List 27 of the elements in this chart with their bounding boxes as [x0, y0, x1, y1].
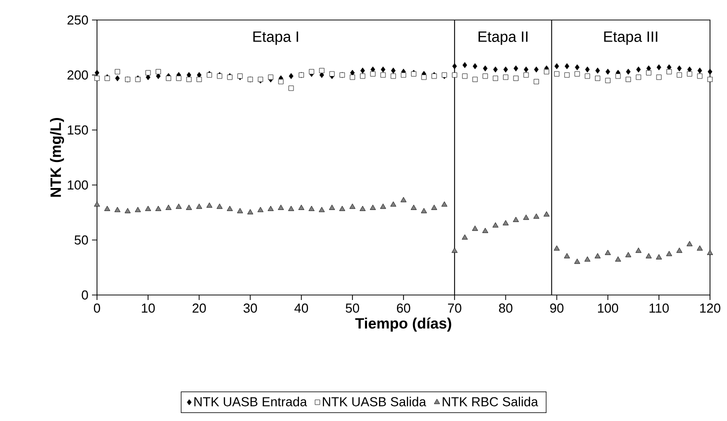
x-tick-label: 30 — [244, 304, 257, 313]
annotation: Etapa II — [478, 32, 528, 45]
legend-label: NTK UASB Entrada — [194, 396, 308, 406]
y-tick-label: 150 — [68, 125, 88, 135]
x-tick-label: 10 — [142, 304, 155, 313]
y-tick-label: 200 — [68, 70, 88, 80]
x-axis-title: Tiempo (días) — [355, 318, 452, 332]
y-tick-label: 0 — [82, 290, 88, 300]
x-tick-label: 70 — [448, 304, 462, 313]
x-tick-label: 100 — [598, 304, 618, 313]
x-tick-label: 120 — [700, 304, 720, 313]
x-tick-label: 0 — [94, 304, 100, 313]
y-tick-label: 250 — [68, 15, 88, 25]
y-axis-title: NTK (mg/L) — [50, 118, 64, 197]
annotation: Etapa I — [253, 32, 298, 45]
legend-label: NTK RBC Salida — [442, 396, 538, 406]
x-tick-label: 60 — [396, 304, 410, 313]
x-tick-label: 50 — [346, 304, 360, 313]
x-tick-label: 40 — [294, 304, 308, 313]
y-tick-label: 50 — [74, 235, 88, 245]
y-tick-label: 100 — [68, 180, 88, 190]
annotation: Etapa III — [604, 32, 658, 45]
x-tick-label: 80 — [499, 304, 512, 313]
x-tick-label: 20 — [192, 304, 206, 313]
x-tick-label: 90 — [550, 304, 564, 313]
legend-label: NTK UASB Salida — [322, 396, 426, 406]
x-tick-label: 110 — [650, 304, 669, 313]
